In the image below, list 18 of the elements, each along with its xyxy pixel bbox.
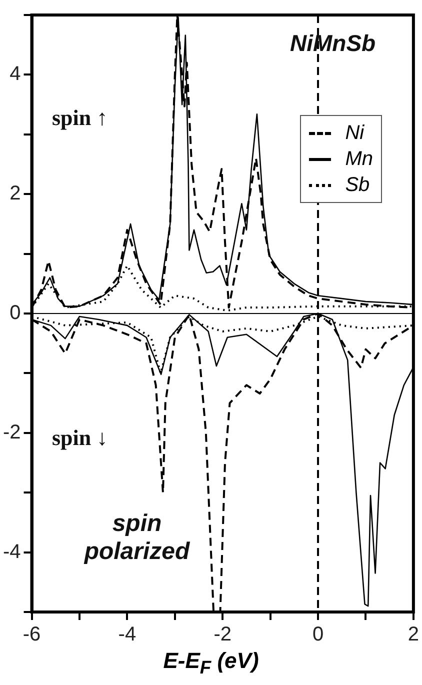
y-tick-label: 2 xyxy=(10,182,21,205)
annotation: spin polarized xyxy=(82,510,191,566)
annotation: spin ↓ xyxy=(52,425,108,451)
x-tick-label: -2 xyxy=(214,624,232,646)
legend-label: Sb xyxy=(345,174,370,196)
x-axis-title: E-E$_{F}$ (eV) xyxy=(162,648,260,678)
annotation: spin ↑ xyxy=(52,105,108,131)
x-tick-label: -4 xyxy=(118,624,136,646)
y-tick-label: -4 xyxy=(2,540,21,563)
annotation: NiMnSb xyxy=(290,30,376,57)
y-tick-label: -2 xyxy=(2,421,21,444)
y-tick-label: 0 xyxy=(10,302,21,324)
legend-label: Ni xyxy=(345,122,364,144)
legend-label: Mn xyxy=(345,148,373,170)
x-tick-label: 0 xyxy=(312,624,324,646)
x-tick-label: 2 xyxy=(408,624,419,646)
x-tick-label: -6 xyxy=(22,624,41,646)
y-tick-label: 4 xyxy=(10,63,21,86)
